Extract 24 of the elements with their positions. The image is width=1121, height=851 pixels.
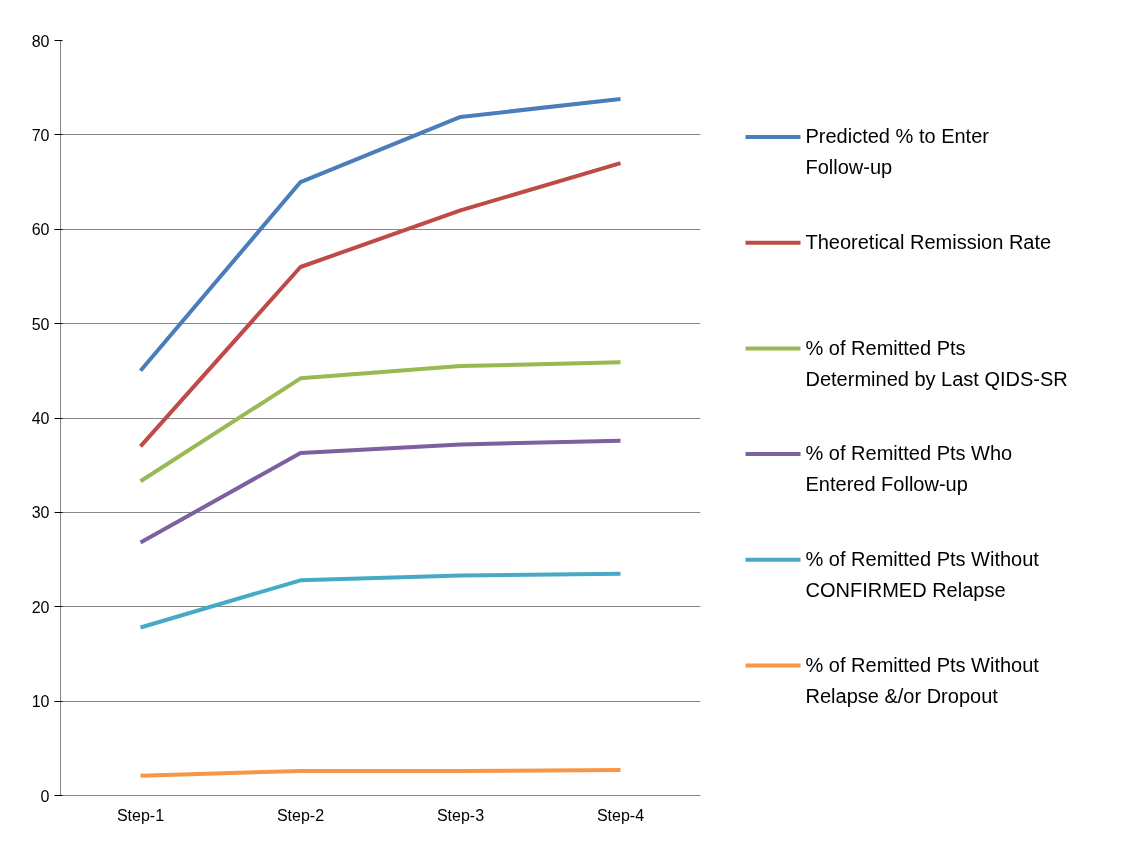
y-tick-label: 30 xyxy=(31,504,50,522)
y-tick-label: 70 xyxy=(31,126,50,144)
y-tick-label: 20 xyxy=(31,598,50,616)
legend-label: Theoretical Remission Rate xyxy=(805,231,1052,254)
x-tick-label: Step-3 xyxy=(436,806,485,824)
y-tick-label: 40 xyxy=(31,410,50,427)
legend-label: % of Remitted Pts Determined by Last QIDS-SR xyxy=(805,336,1068,390)
x-tick-label: Step-2 xyxy=(276,806,325,824)
y-tick-label: 50 xyxy=(31,315,50,333)
line-series xyxy=(138,161,623,449)
legend-label: % of Remitted Pts Without Relapse &/or Dropout xyxy=(805,653,1040,707)
y-tick-label: 60 xyxy=(31,221,50,239)
line-series xyxy=(138,438,623,545)
line-series xyxy=(138,571,623,630)
legend-label: % of Remitted Pts Who Entered Follow-up xyxy=(805,442,1013,496)
legend-label: % of Remitted Pts Without CONFIRMED Relapse xyxy=(805,548,1040,601)
y-tick-label: 80 xyxy=(31,32,50,50)
x-tick-label: Step-4 xyxy=(596,806,645,824)
line-series xyxy=(138,360,623,484)
legend-label: Predicted % to Enter Follow-up xyxy=(805,125,990,179)
y-tick-label: 10 xyxy=(31,693,50,711)
x-tick-label: Step-1 xyxy=(116,806,165,824)
y-tick-label: 0 xyxy=(40,787,50,805)
line-series xyxy=(138,97,623,373)
